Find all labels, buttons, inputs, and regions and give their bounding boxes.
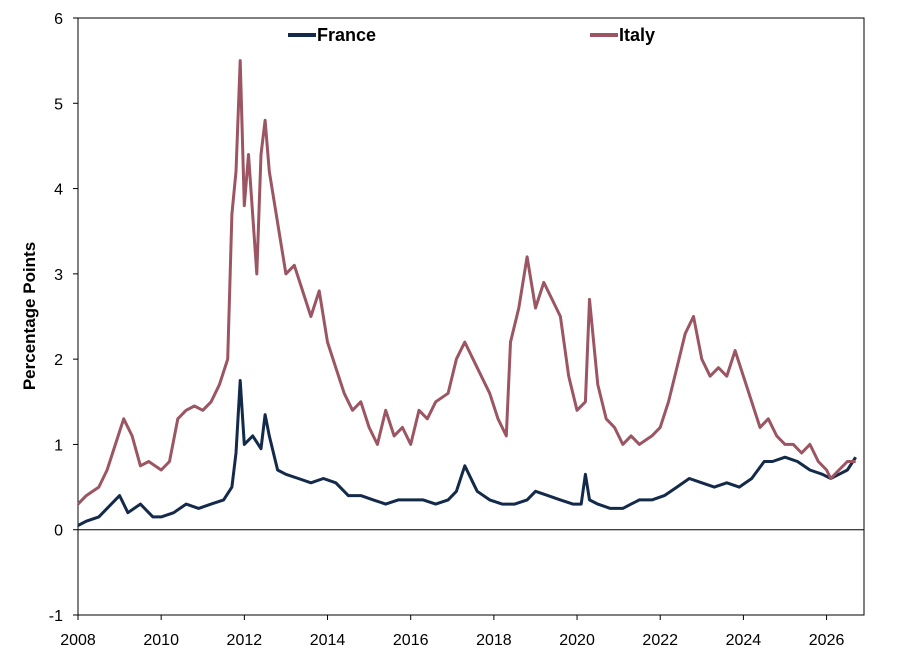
y-tick-label: 1 — [54, 437, 63, 454]
y-tick-label: 2 — [54, 352, 63, 369]
y-tick-label: 4 — [54, 182, 63, 199]
series-lines — [76, 59, 857, 527]
legend-label-italy: Italy — [619, 25, 655, 45]
x-tick-label: 2010 — [143, 632, 179, 649]
y-tick-label: 0 — [54, 523, 63, 540]
y-tick-label: 6 — [54, 11, 63, 28]
y-tick-label: 5 — [54, 96, 63, 113]
legend-label-france: France — [317, 25, 376, 45]
x-tick-label: 2022 — [642, 632, 678, 649]
y-axis: -1 0 1 2 3 4 5 6 — [49, 11, 78, 625]
x-tick-label: 2008 — [60, 632, 96, 649]
x-tick-label: 2026 — [809, 632, 845, 649]
x-tick-label: 2018 — [476, 632, 512, 649]
x-axis: 2008 2010 2012 2014 2016 2018 2020 2022 2024 2026 — [60, 615, 844, 649]
y-tick-label: 3 — [54, 267, 63, 284]
x-tick-label: 2024 — [726, 632, 762, 649]
x-tick-label: 2020 — [559, 632, 595, 649]
x-tick-label: 2014 — [310, 632, 346, 649]
y-axis-title: Percentage Points — [20, 242, 39, 390]
plot-area-border — [77, 17, 865, 616]
legend: France Italy — [288, 25, 655, 45]
y-tick-label: -1 — [49, 608, 63, 625]
x-tick-label: 2016 — [393, 632, 429, 649]
x-tick-label: 2012 — [227, 632, 263, 649]
series-line-italy — [76, 59, 856, 506]
plot-frame — [77, 17, 865, 616]
series-line-france — [77, 379, 857, 527]
